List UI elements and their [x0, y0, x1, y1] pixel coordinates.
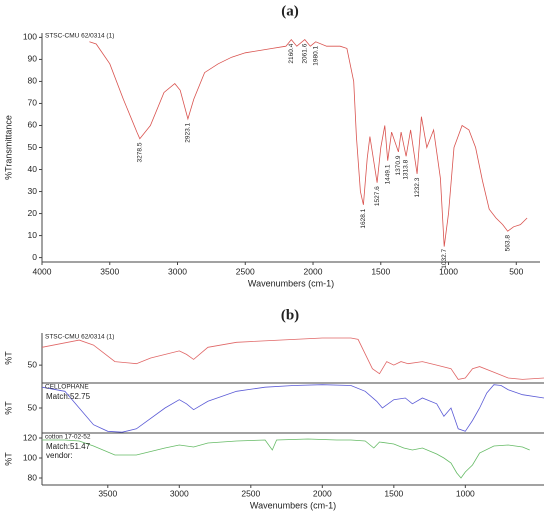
peak-label: 1449.1 — [384, 164, 391, 184]
match-note: vendor: — [46, 451, 73, 460]
y-tick-label: 80 — [28, 76, 38, 86]
spectrum-line — [41, 337, 545, 380]
y-tick-label: 90 — [28, 54, 38, 64]
x-tick-label: 4000 — [33, 266, 52, 276]
series-name: STSC-CMU 62/0314 (1) — [45, 33, 114, 40]
peak-label: 1370.9 — [395, 155, 402, 175]
peak-label: 1628.1 — [360, 208, 367, 228]
x-tick-label: 1500 — [384, 488, 403, 498]
y-axis-label: %T — [3, 401, 13, 415]
series-name: cotton 17-02-52 — [45, 434, 91, 441]
y-axis-label: %Transmittance — [3, 115, 13, 180]
x-tick-label: 2500 — [236, 266, 255, 276]
y-tick-label: 10 — [28, 230, 38, 240]
y-tick-label: 120 — [23, 432, 37, 442]
y-tick-label: 0 — [32, 252, 37, 262]
spectrum-line — [89, 38, 528, 247]
y-axis-label: %T — [3, 351, 13, 365]
y-tick-label: 50 — [28, 359, 38, 369]
y-tick-label: 80 — [28, 472, 38, 482]
x-tick-label: 3500 — [100, 266, 119, 276]
peak-label: 1032.7 — [441, 249, 448, 269]
x-axis-label: Wavenumbers (cm-1) — [248, 278, 334, 288]
peak-label: 1527.6 — [374, 186, 381, 206]
peak-label: 1232.3 — [414, 177, 421, 197]
spectrum-line — [42, 438, 530, 479]
y-tick-label: 100 — [23, 32, 37, 42]
y-tick-label: 40 — [28, 164, 38, 174]
peak-label: 2160.4 — [288, 43, 295, 63]
x-tick-label: 3000 — [170, 488, 189, 498]
y-tick-label: 50 — [28, 402, 38, 412]
y-tick-label: 70 — [28, 98, 38, 108]
x-tick-label: 1000 — [439, 266, 458, 276]
y-tick-label: 100 — [23, 452, 37, 462]
match-note: Match:51.47 — [46, 442, 91, 451]
peak-label: 1313.8 — [403, 159, 410, 179]
peak-label: 3278.5 — [136, 142, 143, 162]
y-tick-label: 20 — [28, 208, 38, 218]
peak-label: 2923.1 — [185, 122, 192, 142]
peak-label: 2061.6 — [301, 43, 308, 63]
x-tick-label: 1500 — [371, 266, 390, 276]
peak-label: 1980.1 — [312, 45, 319, 65]
match-note: Match:52.75 — [46, 392, 91, 401]
y-axis-label: %T — [3, 452, 13, 466]
spectrum-line — [41, 384, 545, 433]
x-tick-label: 2000 — [304, 266, 323, 276]
series-name: STSC-CMU 62/0314 (1) — [45, 334, 114, 341]
x-tick-label: 2000 — [313, 488, 332, 498]
peak-label: 563.8 — [504, 235, 511, 252]
x-tick-label: 1000 — [456, 488, 475, 498]
x-tick-label: 500 — [509, 266, 523, 276]
chart-title: (a) — [281, 3, 299, 19]
x-axis-label: Wavenumbers (cm-1) — [250, 500, 336, 510]
y-tick-label: 30 — [28, 186, 38, 196]
series-name: CELLOPHANE — [45, 384, 89, 391]
x-tick-label: 3500 — [98, 488, 117, 498]
y-tick-label: 60 — [28, 120, 38, 130]
x-tick-label: 2500 — [241, 488, 260, 498]
chart-title: (b) — [281, 307, 299, 323]
y-tick-label: 50 — [28, 142, 38, 152]
x-tick-label: 3000 — [168, 266, 187, 276]
